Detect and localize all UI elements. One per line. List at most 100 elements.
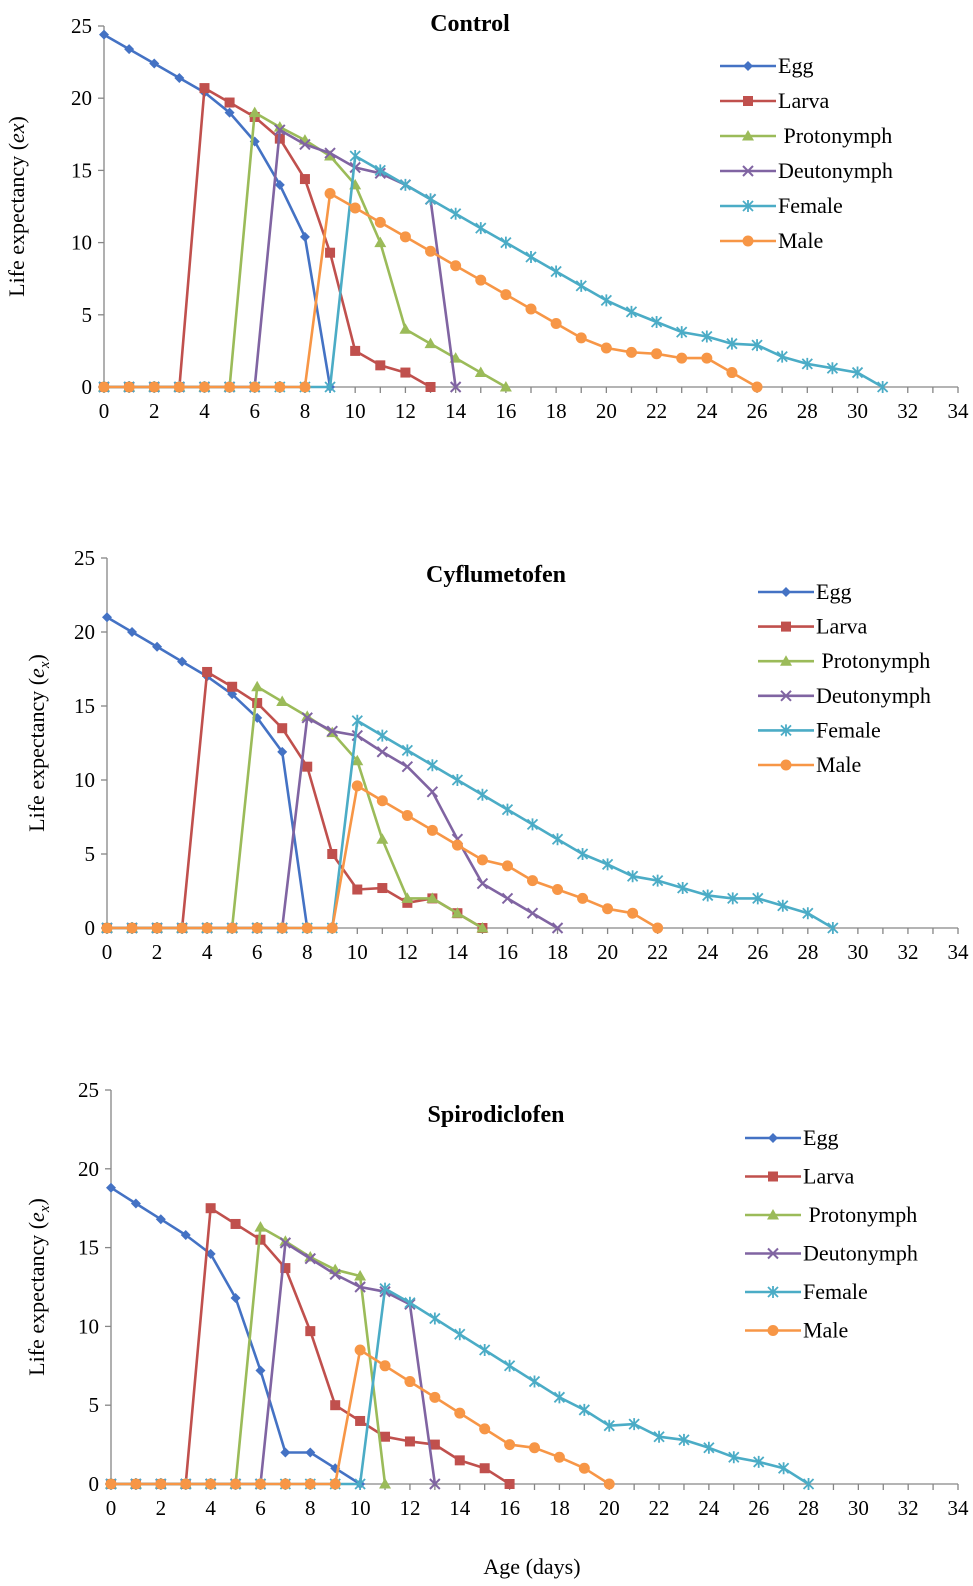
y-tick-label: 5 <box>82 303 93 327</box>
x-tick-label: 34 <box>948 940 970 964</box>
data-point <box>325 247 336 258</box>
data-point <box>329 1268 341 1281</box>
data-point <box>399 231 411 243</box>
x-tick-label: 2 <box>156 1496 167 1520</box>
x-tick-label: 24 <box>697 940 719 964</box>
data-point <box>329 1478 341 1490</box>
data-point <box>578 1462 590 1474</box>
legend-marker <box>767 1247 779 1260</box>
data-point <box>205 1478 217 1490</box>
x-tick-label: 28 <box>797 940 818 964</box>
series-line <box>104 111 507 389</box>
data-point <box>274 124 286 136</box>
data-point <box>678 1433 690 1446</box>
data-point <box>351 754 364 766</box>
data-point <box>126 922 138 934</box>
series-male <box>101 780 664 934</box>
data-point <box>374 216 386 228</box>
data-point <box>475 222 487 235</box>
data-point <box>526 818 539 831</box>
y-tick-label: 5 <box>85 842 96 866</box>
data-point <box>451 907 464 918</box>
data-point <box>677 882 689 895</box>
data-point <box>676 326 688 339</box>
data-point <box>279 1237 292 1249</box>
x-tick-label: 8 <box>300 399 311 423</box>
data-point <box>476 854 488 866</box>
y-tick-label: 0 <box>89 1472 100 1496</box>
x-tick-label: 14 <box>447 940 469 964</box>
data-point <box>174 72 185 83</box>
data-point <box>726 337 738 350</box>
data-point <box>826 362 839 375</box>
series-line <box>107 685 484 930</box>
data-point <box>277 723 288 734</box>
data-point <box>326 725 338 737</box>
data-point <box>503 1359 516 1372</box>
data-point <box>801 357 813 370</box>
data-point <box>575 279 587 292</box>
data-point <box>476 877 489 890</box>
data-point <box>753 1455 765 1468</box>
legend-label: Male <box>803 1318 848 1343</box>
data-point <box>827 922 839 934</box>
data-point <box>376 746 389 758</box>
data-point <box>201 922 213 934</box>
x-tick-label: 26 <box>747 399 768 423</box>
data-point <box>299 174 310 185</box>
data-point <box>351 714 363 727</box>
y-tick-label: 25 <box>74 546 95 570</box>
data-point <box>501 803 514 816</box>
data-point <box>230 1478 242 1490</box>
data-point <box>454 1407 466 1419</box>
data-point <box>304 1478 316 1490</box>
x-tick-label: 14 <box>445 399 467 423</box>
data-point <box>326 922 338 934</box>
data-point <box>429 1439 440 1450</box>
y-tick-label: 10 <box>78 1314 99 1338</box>
chart-title: Cyflumetofen <box>426 562 566 588</box>
legend-label: Egg <box>803 1125 838 1150</box>
data-point <box>354 1478 366 1490</box>
series-line <box>103 33 332 388</box>
series-line <box>104 128 457 389</box>
data-point <box>501 860 513 872</box>
data-point <box>701 352 713 364</box>
legend-label: Deutonymph <box>803 1241 918 1266</box>
x-tick-label: 16 <box>495 399 516 423</box>
x-tick-label: 2 <box>149 399 160 423</box>
data-point <box>451 774 464 786</box>
series-deutonymph <box>98 124 462 393</box>
data-point <box>499 381 512 392</box>
data-point <box>551 922 564 934</box>
data-point <box>401 892 414 903</box>
y-axis-title-var: e <box>24 1212 49 1222</box>
data-point <box>454 1328 466 1341</box>
data-point <box>652 874 664 887</box>
data-point <box>149 58 160 69</box>
data-point <box>528 1375 541 1388</box>
data-point <box>224 97 235 108</box>
data-point <box>627 907 639 919</box>
series-line <box>111 1206 511 1486</box>
data-point <box>354 1281 366 1293</box>
x-tick-label: 24 <box>696 399 718 423</box>
legend-label: Egg <box>778 53 813 78</box>
data-point <box>451 839 463 851</box>
y-tick-label: 0 <box>82 375 93 399</box>
data-point <box>578 1403 590 1416</box>
x-tick-label: 6 <box>249 399 260 423</box>
data-point <box>652 922 664 934</box>
data-point <box>551 833 564 846</box>
data-point <box>99 29 109 40</box>
data-point <box>454 1455 465 1466</box>
data-point <box>603 1478 615 1490</box>
data-point <box>305 1447 316 1458</box>
x-tick-label: 12 <box>397 940 418 964</box>
y-tick-label: 20 <box>74 620 95 644</box>
data-point <box>525 303 537 315</box>
series-female <box>98 149 889 393</box>
data-point <box>653 1430 665 1443</box>
data-point <box>148 381 160 393</box>
